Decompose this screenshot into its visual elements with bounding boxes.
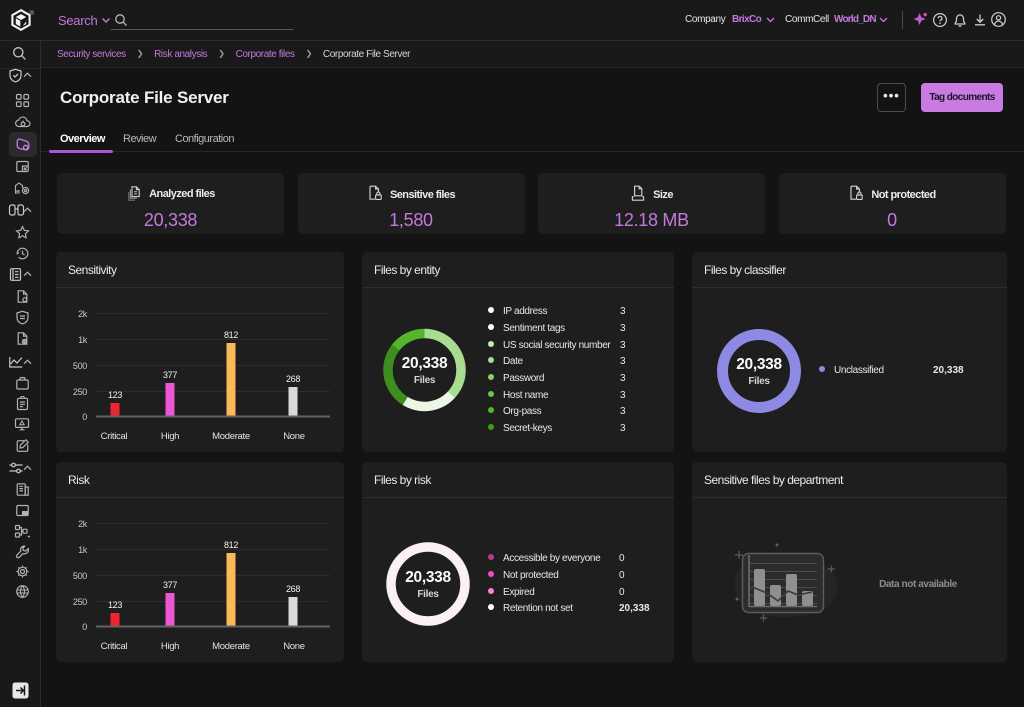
svg-text:123: 123: [108, 390, 122, 400]
svg-text:812: 812: [224, 330, 238, 340]
svg-text:500: 500: [73, 571, 87, 581]
svg-text:Data not available: Data not available: [879, 579, 958, 590]
svg-text:2k: 2k: [78, 519, 88, 529]
svg-text:Moderate: Moderate: [212, 431, 250, 442]
svg-text:377: 377: [163, 370, 177, 380]
svg-text:250: 250: [73, 387, 87, 397]
svg-text:377: 377: [163, 580, 177, 590]
svg-text:268: 268: [286, 374, 300, 384]
svg-text:1k: 1k: [78, 335, 88, 345]
svg-text:None: None: [283, 641, 305, 652]
svg-text:High: High: [161, 431, 179, 442]
svg-text:None: None: [283, 431, 305, 442]
svg-text:2k: 2k: [78, 309, 88, 319]
svg-text:812: 812: [224, 540, 238, 550]
svg-text:500: 500: [73, 361, 87, 371]
svg-text:Moderate: Moderate: [212, 641, 250, 652]
svg-text:123: 123: [108, 600, 122, 610]
svg-text:0: 0: [82, 412, 87, 422]
svg-text:250: 250: [73, 597, 87, 607]
svg-text:High: High: [161, 641, 179, 652]
svg-text:Critical: Critical: [101, 641, 128, 652]
svg-text:0: 0: [82, 622, 87, 632]
svg-text:268: 268: [286, 584, 300, 594]
svg-text:Critical: Critical: [101, 431, 128, 442]
svg-text:1k: 1k: [78, 545, 88, 555]
